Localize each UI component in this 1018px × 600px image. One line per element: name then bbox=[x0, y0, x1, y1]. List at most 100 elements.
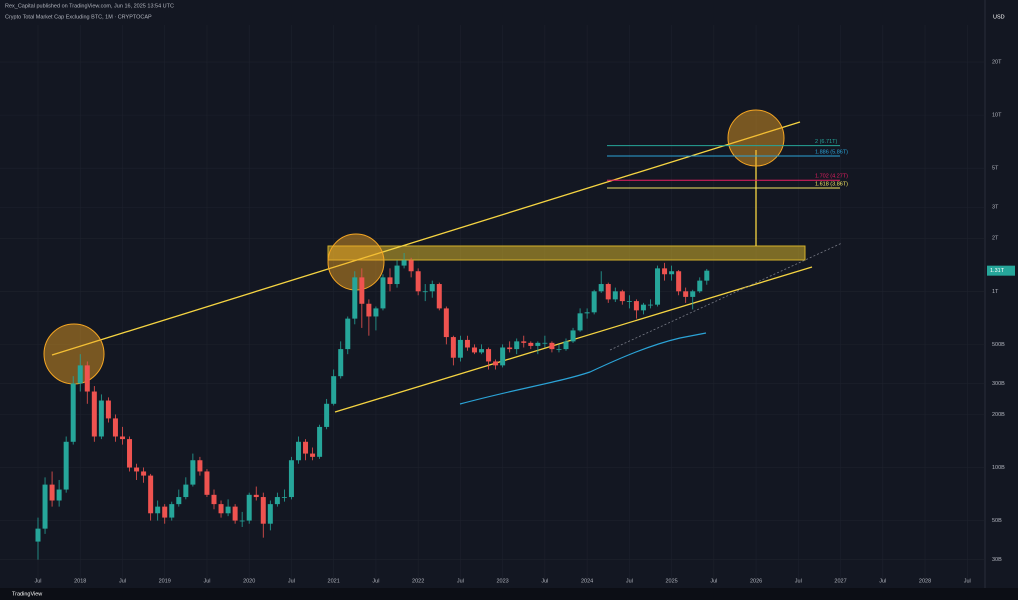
candle-body bbox=[155, 506, 161, 514]
candle-body bbox=[112, 418, 118, 437]
candle-body bbox=[197, 460, 203, 472]
candle-body bbox=[225, 506, 231, 514]
candle-body bbox=[204, 471, 210, 495]
candle-body bbox=[584, 312, 590, 314]
candle-body bbox=[408, 260, 414, 272]
candle-body bbox=[422, 291, 428, 293]
candle-body bbox=[331, 376, 337, 404]
x-tick-label: Jul bbox=[457, 578, 464, 584]
candle-body bbox=[676, 271, 682, 292]
candle-body bbox=[640, 304, 646, 311]
candle-body bbox=[119, 436, 125, 440]
trend-dashed bbox=[609, 242, 843, 351]
drawings: 2 (6.71T) 1.886 (5.86T) 1.702 (4.27T)1.618… bbox=[43, 109, 848, 413]
candle-body bbox=[612, 291, 618, 300]
y-tick-label: 20T bbox=[992, 60, 1002, 66]
candle-body bbox=[127, 439, 133, 468]
candle-body bbox=[281, 497, 287, 498]
candle-body bbox=[134, 467, 140, 472]
candle-body bbox=[598, 284, 604, 292]
candle-body bbox=[479, 349, 485, 353]
highlight-circle bbox=[43, 323, 105, 385]
footer-bar bbox=[0, 588, 1018, 600]
candle-body bbox=[556, 349, 562, 350]
candle-body bbox=[324, 403, 330, 427]
candle-body bbox=[528, 342, 534, 346]
candle-body bbox=[619, 291, 625, 302]
candle-body bbox=[84, 365, 90, 392]
candle-body bbox=[176, 497, 182, 505]
x-tick-label: 2019 bbox=[159, 578, 171, 584]
candle-body bbox=[295, 441, 301, 461]
candle-body bbox=[169, 504, 175, 518]
x-tick-label: Jul bbox=[879, 578, 886, 584]
candle-body bbox=[577, 313, 583, 331]
y-tick-label: 5T bbox=[992, 166, 999, 172]
x-tick-label: Jul bbox=[710, 578, 717, 584]
candle-body bbox=[500, 347, 506, 366]
x-tick-label: 2027 bbox=[834, 578, 846, 584]
x-tick-label: Jul bbox=[541, 578, 548, 584]
y-tick-label: 30B bbox=[992, 557, 1002, 563]
candle-body bbox=[521, 341, 527, 343]
candle-body bbox=[415, 271, 421, 292]
candle-body bbox=[669, 271, 675, 275]
fib-label: 1.702 (4.27T) bbox=[815, 174, 848, 180]
y-tick-label: 200B bbox=[992, 412, 1005, 418]
candle-body bbox=[218, 504, 224, 514]
x-tick-label: 2026 bbox=[750, 578, 762, 584]
candle-body bbox=[70, 383, 76, 442]
y-tick-label: 3T bbox=[992, 205, 999, 211]
y-tick-label: 50B bbox=[992, 518, 1002, 524]
x-tick-label: 2028 bbox=[919, 578, 931, 584]
candle-body bbox=[429, 284, 435, 292]
candle-body bbox=[190, 460, 196, 485]
x-tick-label: Jul bbox=[372, 578, 379, 584]
candle-body bbox=[507, 347, 513, 350]
candle-body bbox=[647, 304, 653, 306]
candle-body bbox=[359, 277, 365, 304]
x-tick-label: 2020 bbox=[243, 578, 255, 584]
price-tag-label: 1.31T bbox=[990, 268, 1005, 274]
candle-body bbox=[35, 528, 41, 542]
x-tick-label: Jul bbox=[203, 578, 210, 584]
candle-body bbox=[471, 347, 477, 353]
candle-body bbox=[535, 342, 541, 346]
candles bbox=[35, 253, 710, 560]
candle-body bbox=[486, 349, 492, 362]
candle-body bbox=[148, 475, 154, 514]
candle-body bbox=[436, 284, 442, 309]
symbol-title: Crypto Total Market Cap Excluding BTC, 1… bbox=[5, 14, 152, 20]
candle-body bbox=[105, 400, 111, 419]
candle-body bbox=[591, 291, 597, 313]
x-tick-label: 2018 bbox=[74, 578, 86, 584]
candle-body bbox=[655, 268, 661, 305]
candle-body bbox=[42, 484, 48, 529]
candle-body bbox=[633, 301, 639, 311]
fib-label: 1.886 (5.86T) bbox=[815, 149, 848, 155]
candle-body bbox=[77, 365, 83, 384]
candle-body bbox=[352, 277, 358, 319]
candle-body bbox=[683, 291, 689, 297]
candle-body bbox=[56, 489, 62, 501]
y-tick-label: 10T bbox=[992, 113, 1002, 119]
candle-body bbox=[162, 506, 168, 518]
candle-body bbox=[373, 308, 379, 317]
resistance-zone bbox=[327, 245, 806, 261]
x-tick-label: Jul bbox=[34, 578, 41, 584]
highlight-circle bbox=[727, 109, 785, 167]
candle-body bbox=[338, 349, 344, 377]
candle-body bbox=[697, 280, 703, 292]
candle-body bbox=[345, 318, 351, 350]
x-tick-label: Jul bbox=[119, 578, 126, 584]
x-tick-label: 2021 bbox=[328, 578, 340, 584]
candle-body bbox=[211, 494, 217, 505]
x-tick-label: 2024 bbox=[581, 578, 593, 584]
candle-body bbox=[514, 341, 520, 350]
candle-body bbox=[450, 337, 456, 358]
candle-body bbox=[626, 301, 632, 302]
y-tick-label: 2T bbox=[992, 236, 999, 242]
moving-average bbox=[459, 332, 707, 405]
